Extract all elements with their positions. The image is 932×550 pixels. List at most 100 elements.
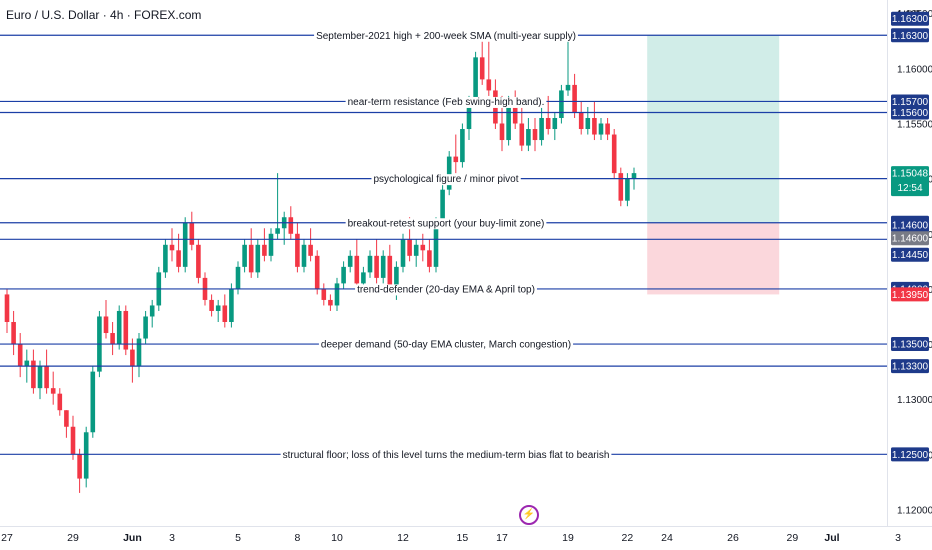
candle-body[interactable]: [413, 244, 419, 256]
candle-body[interactable]: [539, 117, 544, 141]
candle-body[interactable]: [222, 305, 228, 322]
candle-body[interactable]: [479, 57, 485, 80]
candle-body[interactable]: [77, 454, 82, 479]
candle-body[interactable]: [433, 222, 439, 267]
candle-body[interactable]: [196, 244, 201, 278]
candle-body[interactable]: [11, 321, 16, 345]
candle-body[interactable]: [24, 360, 30, 367]
candle-body[interactable]: [526, 129, 531, 146]
candle-body[interactable]: [631, 173, 637, 179]
candle-body[interactable]: [420, 244, 426, 251]
candle-body[interactable]: [248, 244, 254, 273]
candle-body[interactable]: [163, 244, 168, 273]
price-axis-tag[interactable]: [891, 287, 929, 302]
candle-body[interactable]: [618, 173, 624, 201]
candle-body[interactable]: [506, 106, 511, 141]
candle-body[interactable]: [466, 101, 472, 130]
price-axis-tag[interactable]: [891, 105, 929, 120]
candle-body[interactable]: [486, 79, 492, 91]
price-axis-tag[interactable]: [891, 28, 929, 43]
candle-body[interactable]: [407, 239, 412, 256]
candle-body[interactable]: [453, 156, 459, 163]
candle-body[interactable]: [215, 305, 221, 311]
candle-body[interactable]: [427, 250, 432, 267]
candle-body[interactable]: [519, 123, 525, 146]
candle-body[interactable]: [532, 129, 538, 141]
candle-body[interactable]: [400, 239, 406, 267]
candle-body[interactable]: [189, 222, 195, 245]
candle-body[interactable]: [321, 288, 327, 300]
candle-body[interactable]: [578, 112, 584, 130]
candle-body[interactable]: [57, 393, 63, 411]
candle-body[interactable]: [136, 338, 142, 367]
candle-body[interactable]: [37, 366, 43, 389]
price-axis-tag[interactable]: [891, 231, 929, 246]
candle-body[interactable]: [499, 123, 505, 141]
candle-body[interactable]: [143, 316, 148, 339]
candle-body[interactable]: [130, 349, 135, 367]
price-axis-tag[interactable]: [891, 217, 929, 232]
candle-body[interactable]: [64, 410, 69, 427]
candle-body[interactable]: [169, 244, 175, 251]
candle-body[interactable]: [552, 117, 558, 130]
candle-body[interactable]: [605, 123, 610, 135]
price-axis-tag[interactable]: [891, 94, 929, 109]
candle-body[interactable]: [262, 244, 267, 256]
candle-body[interactable]: [374, 255, 379, 278]
candle-body[interactable]: [44, 366, 49, 389]
candle-body[interactable]: [460, 129, 465, 163]
candle-body[interactable]: [242, 244, 247, 267]
candle-body[interactable]: [545, 117, 551, 130]
candle-body[interactable]: [229, 288, 234, 322]
candle-body[interactable]: [625, 178, 630, 201]
profit-zone[interactable]: [647, 35, 780, 223]
price-axis-tag[interactable]: [891, 337, 929, 352]
candle-body[interactable]: [110, 333, 115, 345]
candle-body[interactable]: [50, 388, 56, 394]
candle-body[interactable]: [314, 255, 320, 289]
candle-body[interactable]: [440, 189, 445, 223]
candle-body[interactable]: [116, 310, 122, 345]
candle-body[interactable]: [4, 294, 10, 322]
candle-body[interactable]: [598, 123, 604, 135]
candle-body[interactable]: [288, 217, 294, 234]
candle-body[interactable]: [209, 299, 214, 311]
candle-body[interactable]: [565, 84, 571, 91]
candle-body[interactable]: [585, 117, 591, 130]
candle-body[interactable]: [295, 233, 300, 267]
price-axis-tag[interactable]: [891, 447, 929, 462]
price-axis-tag[interactable]: [891, 359, 929, 374]
candle-body[interactable]: [341, 266, 346, 284]
candle-body[interactable]: [387, 255, 393, 289]
candle-body[interactable]: [380, 255, 386, 278]
candle-body[interactable]: [255, 244, 261, 273]
candle-body[interactable]: [235, 266, 241, 289]
candle-body[interactable]: [176, 250, 181, 267]
candle-body[interactable]: [103, 316, 109, 334]
candle-body[interactable]: [275, 228, 280, 234]
price-axis-tag[interactable]: [891, 11, 929, 26]
candle-body[interactable]: [611, 134, 617, 174]
candle-body[interactable]: [512, 106, 518, 124]
price-axis-tag[interactable]: [891, 166, 929, 197]
price-axis-tag[interactable]: [891, 247, 929, 262]
candle-body[interactable]: [572, 84, 577, 113]
candle-body[interactable]: [31, 360, 36, 389]
candle-body[interactable]: [592, 117, 597, 135]
candle-body[interactable]: [308, 244, 313, 256]
candle-body[interactable]: [70, 426, 76, 455]
candle-body[interactable]: [268, 233, 274, 256]
candle-body[interactable]: [182, 222, 188, 267]
candle-body[interactable]: [394, 266, 399, 289]
candle-body[interactable]: [354, 255, 360, 284]
candle-body[interactable]: [83, 432, 89, 479]
candle-body[interactable]: [90, 371, 96, 433]
candle-body[interactable]: [559, 90, 564, 118]
candle-body[interactable]: [17, 344, 23, 367]
candle-body[interactable]: [123, 310, 129, 350]
loss-zone[interactable]: [647, 222, 780, 295]
candle-body[interactable]: [361, 272, 366, 284]
candle-body[interactable]: [347, 255, 353, 267]
candle-body[interactable]: [328, 299, 333, 306]
